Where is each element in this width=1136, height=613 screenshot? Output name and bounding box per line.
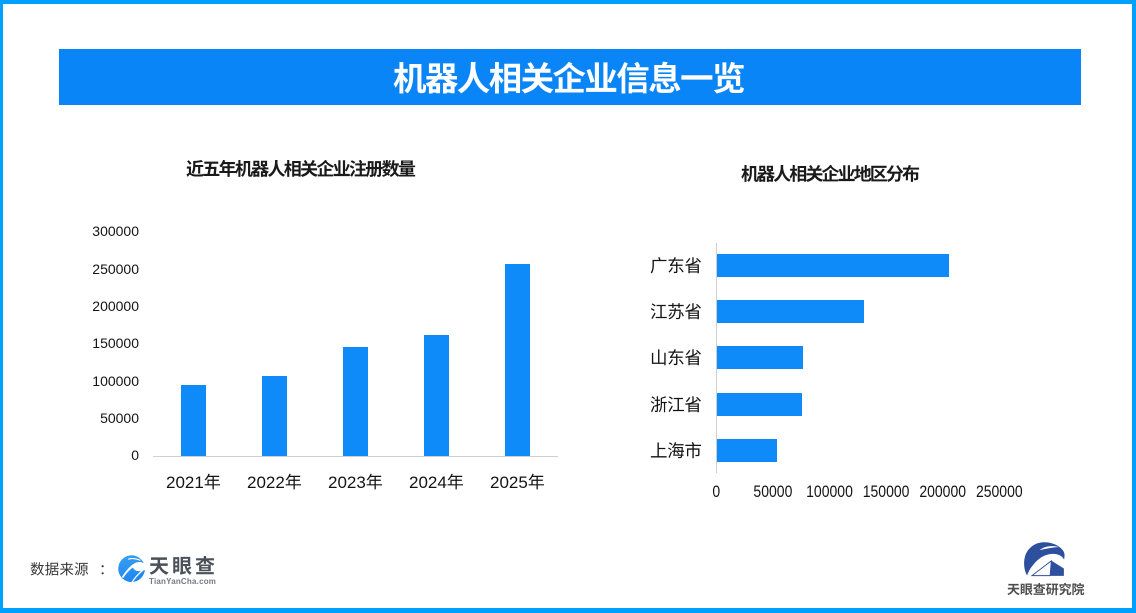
svg-text:2025: 2025 <box>490 473 528 492</box>
svg-text:2024: 2024 <box>409 473 447 492</box>
svg-text:2023: 2023 <box>328 473 366 492</box>
svg-text:2021: 2021 <box>166 473 204 492</box>
svg-text:2022: 2022 <box>247 473 285 492</box>
